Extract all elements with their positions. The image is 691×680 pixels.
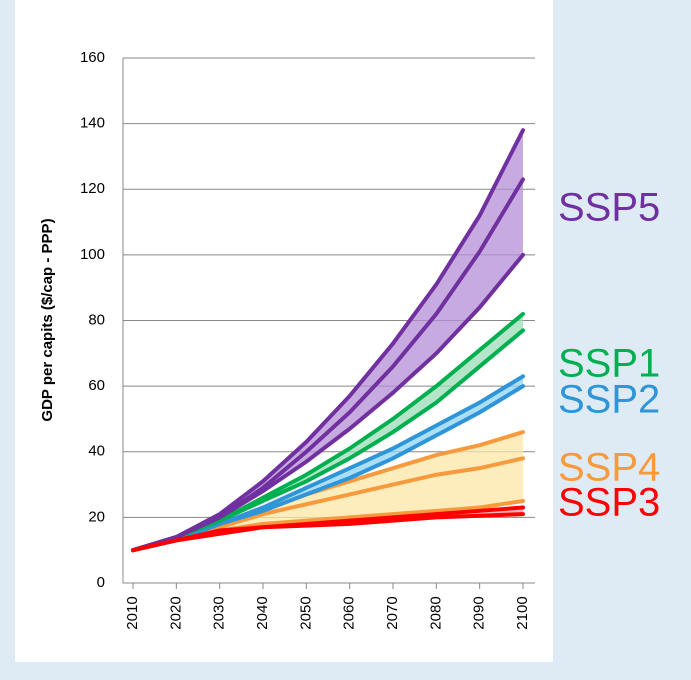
y-tick-label: 0 bbox=[97, 574, 105, 591]
y-axis-label: GDP per capits ($/cap - PPP) bbox=[39, 218, 56, 421]
x-tick-label: 2100 bbox=[514, 596, 531, 629]
series-line bbox=[131, 252, 525, 553]
y-tick-label: 140 bbox=[80, 115, 105, 132]
band bbox=[133, 432, 523, 551]
legend-label: SSP1 bbox=[558, 342, 660, 386]
series-line bbox=[131, 512, 525, 553]
y-tick-label: 120 bbox=[80, 180, 105, 197]
x-tick-label: 2010 bbox=[124, 596, 141, 629]
x-tick-label: 2080 bbox=[427, 596, 444, 629]
y-tick-label: 20 bbox=[88, 508, 105, 525]
y-tick-label: 40 bbox=[88, 443, 105, 460]
plot-card bbox=[15, 0, 553, 662]
y-tick-label: 60 bbox=[88, 377, 105, 394]
y-tick-label: 80 bbox=[88, 311, 105, 328]
y-tick-label: 160 bbox=[80, 49, 105, 66]
y-tick-label: 100 bbox=[80, 246, 105, 263]
legend-label: SSP3 bbox=[558, 481, 660, 525]
x-tick-label: 2030 bbox=[211, 596, 228, 629]
band bbox=[133, 130, 523, 551]
x-tick-label: 2050 bbox=[297, 596, 314, 629]
x-tick-label: 2070 bbox=[384, 596, 401, 629]
legend-label: SSP4 bbox=[558, 446, 660, 490]
x-tick-label: 2040 bbox=[254, 596, 271, 629]
series-line bbox=[131, 384, 525, 553]
x-tick-label: 2060 bbox=[341, 596, 358, 629]
x-tick-label: 2020 bbox=[167, 596, 184, 629]
x-tick-label: 2090 bbox=[471, 596, 488, 629]
legend-label: SSP2 bbox=[558, 378, 660, 422]
legend-label: SSP5 bbox=[558, 186, 660, 230]
